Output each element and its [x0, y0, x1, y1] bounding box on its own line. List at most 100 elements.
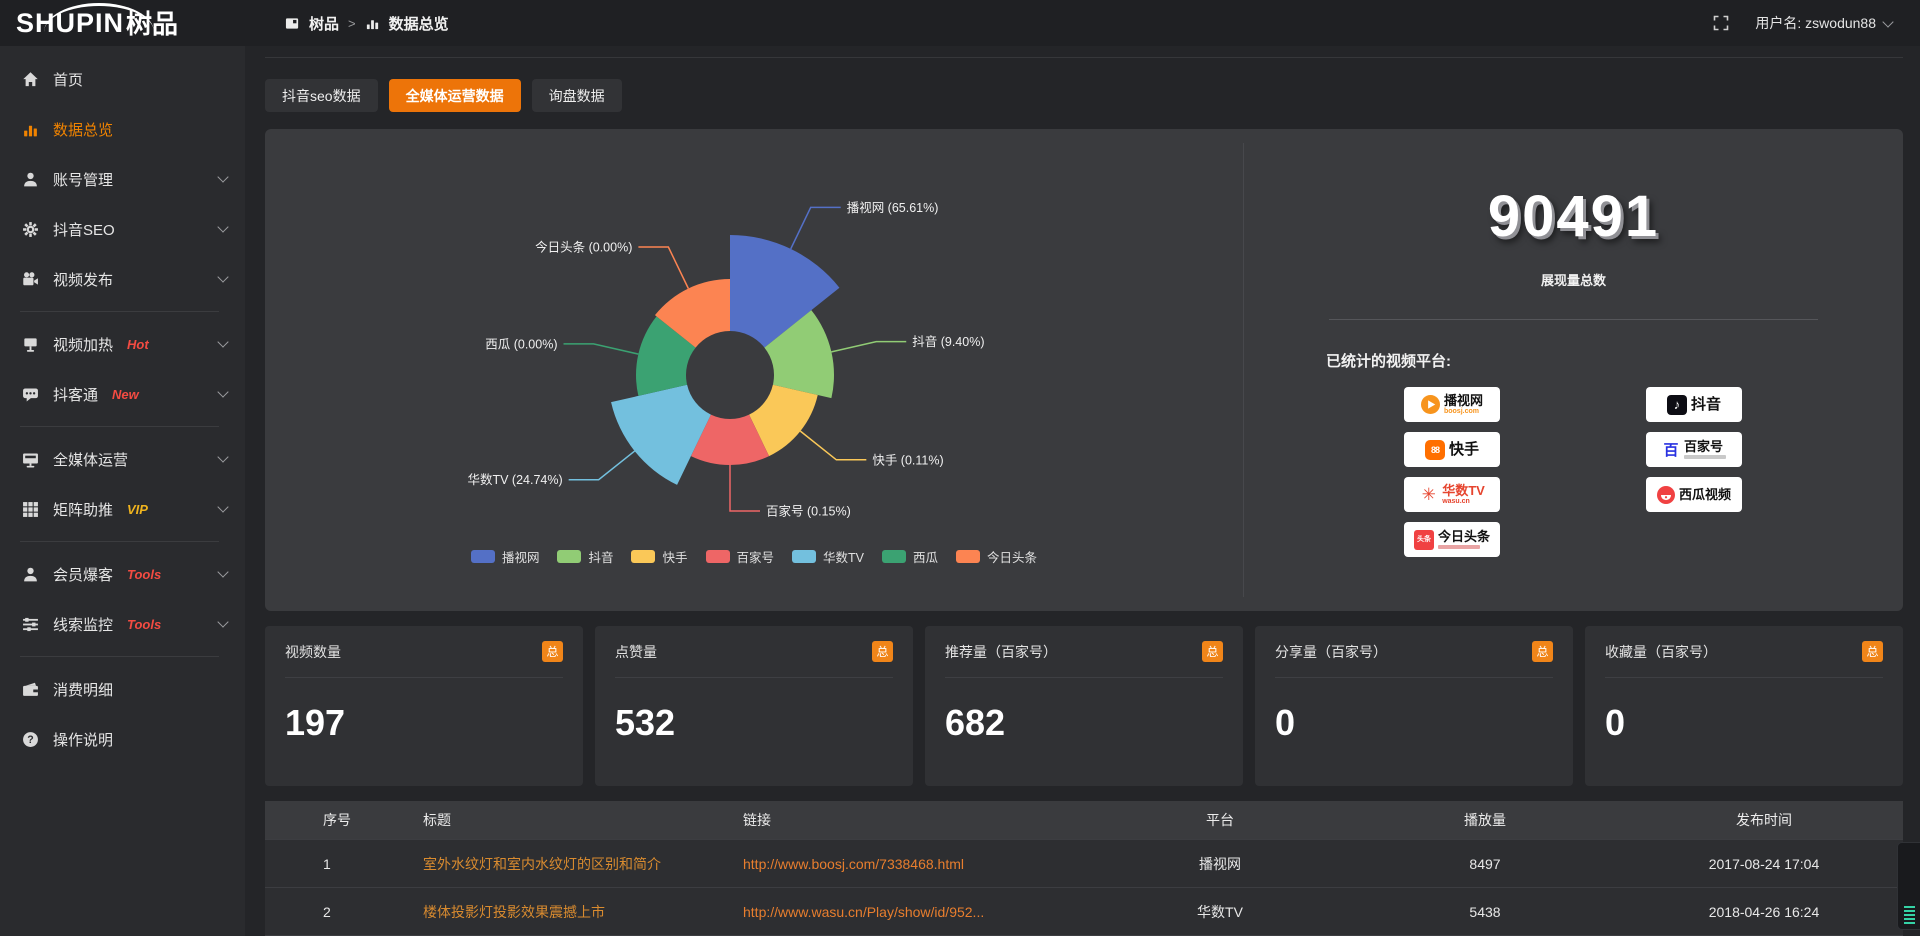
- kuaishou-logo-icon: 88: [1424, 439, 1445, 460]
- sidebar-item-data-overview[interactable]: 数据总览: [0, 104, 245, 154]
- sidebar-item-douketong[interactable]: 抖客通 New: [0, 369, 245, 419]
- pie-slice-快手[interactable]: [749, 384, 818, 457]
- pie-slice-西瓜[interactable]: [636, 316, 696, 396]
- sidebar-item-label: 抖客通: [53, 386, 99, 404]
- platform-name: 今日头条: [1437, 528, 1490, 544]
- cell-plays: 8497: [1469, 855, 1501, 872]
- pie-label-line: [831, 340, 907, 353]
- pie-slice-抖音[interactable]: [764, 310, 835, 399]
- chevron-down-icon: [217, 271, 229, 283]
- sidebar-item-clue-monitor[interactable]: 线索监控 Tools: [0, 599, 245, 649]
- legend-label: 华数TV: [823, 551, 864, 565]
- pie-label-line: [729, 465, 760, 512]
- legend-item[interactable]: 抖音: [557, 547, 613, 566]
- chevron-down-icon: [217, 501, 229, 513]
- fullscreen-icon[interactable]: [1713, 15, 1729, 31]
- tab-omnimedia-data[interactable]: 全媒体运营数据: [388, 79, 521, 112]
- chevron-down-icon: [217, 616, 229, 628]
- col-header-platform: 平台: [1206, 812, 1234, 828]
- floating-widget[interactable]: [1897, 842, 1920, 930]
- sidebar-item-label: 数据总览: [53, 121, 114, 139]
- sidebar-divider: [20, 541, 219, 542]
- legend-swatch: [557, 550, 582, 563]
- sidebar-item-label: 会员爆客: [53, 566, 114, 584]
- legend-item[interactable]: 快手: [631, 547, 688, 566]
- pie-label: 快手 (0.11%): [872, 453, 943, 467]
- cell-link[interactable]: http://www.wasu.cn/Play/show/id/952...: [743, 903, 985, 920]
- stat-card-value: 682: [945, 702, 1006, 743]
- boosj-logo-icon: [1420, 395, 1440, 414]
- cell-title[interactable]: 楼体投影灯投影效果震撼上市: [423, 903, 605, 920]
- user-menu[interactable]: 用户名: zswodun88: [1755, 13, 1894, 33]
- tab-douyin-seo-data[interactable]: 抖音seo数据: [265, 79, 378, 112]
- pie-slice-百家号[interactable]: [690, 414, 770, 465]
- sidebar-item-douyin-seo[interactable]: 抖音SEO: [0, 204, 245, 254]
- platform-badge-xigua: 西瓜视频: [1646, 477, 1742, 512]
- legend-item[interactable]: 西瓜: [882, 547, 938, 566]
- col-header-title: 标题: [423, 812, 451, 828]
- video-camera-icon: [22, 271, 39, 288]
- platform-name: 西瓜视频: [1678, 486, 1731, 502]
- col-header-link: 链接: [743, 812, 771, 828]
- sidebar-item-member-leads[interactable]: 会员爆客 Tools: [0, 549, 245, 599]
- total-badge: 总: [542, 641, 563, 662]
- monitor-icon: [22, 451, 39, 468]
- pie-chart-svg: 播视网 (65.61%) 抖音 (9.40%) 快手 (0.11%) 百家号 (0.1…: [467, 200, 984, 519]
- legend-swatch: [705, 550, 730, 563]
- stat-card-video-count: 视频数量 总 197: [265, 626, 583, 786]
- breadcrumb-root[interactable]: 树品: [309, 15, 340, 33]
- bar-chart-icon: [22, 121, 39, 138]
- hot-badge: Hot: [127, 336, 149, 352]
- legend-label: 百家号: [736, 551, 775, 565]
- platform-sub-bar: [1437, 545, 1480, 550]
- sidebar-divider: [20, 656, 219, 657]
- grid-icon: [22, 501, 39, 518]
- legend-item[interactable]: 百家号: [705, 547, 775, 566]
- legend-item[interactable]: 播视网: [470, 547, 539, 566]
- wasu-logo-icon: ✳: [1421, 484, 1436, 504]
- sidebar-item-matrix-boost[interactable]: 矩阵助推 VIP: [0, 484, 245, 534]
- legend-swatch: [631, 550, 656, 563]
- sidebar-item-label: 视频发布: [53, 271, 114, 289]
- legend-label: 今日头条: [987, 551, 1038, 565]
- vip-badge: VIP: [127, 501, 148, 517]
- platform-name: 华数TV: [1442, 482, 1485, 498]
- tab-inquiry-data[interactable]: 询盘数据: [531, 79, 622, 112]
- platform-badges: 播视网 boosj.com ♪ 抖音 88 快手 百 百家号: [1404, 387, 1903, 557]
- sidebar-item-video-publish[interactable]: 视频发布: [0, 254, 245, 304]
- sidebar-item-spend-detail[interactable]: 消费明细: [0, 664, 245, 714]
- platform-badge-baijiahao: 百 百家号: [1646, 432, 1742, 467]
- legend-item[interactable]: 今日头条: [956, 547, 1037, 566]
- breadcrumb-separator: >: [348, 15, 356, 31]
- cell-title[interactable]: 室外水纹灯和室内水纹灯的区别和简介: [423, 855, 661, 872]
- platform-name: 播视网: [1443, 392, 1483, 408]
- legend-item[interactable]: 华数TV: [792, 547, 864, 566]
- sidebar-item-omnimedia-ops[interactable]: 全媒体运营: [0, 434, 245, 484]
- chevron-down-icon: [217, 566, 229, 578]
- sidebar-item-account-mgmt[interactable]: 账号管理: [0, 154, 245, 204]
- col-header-plays: 播放量: [1464, 812, 1506, 828]
- sidebar-item-video-heating[interactable]: 视频加热 Hot: [0, 319, 245, 369]
- overview-panel: 播视网 (65.61%) 抖音 (9.40%) 快手 (0.11%) 百家号 (0.1…: [265, 129, 1903, 611]
- cell-link[interactable]: http://www.boosj.com/7338468.html: [743, 855, 965, 872]
- legend-swatch: [792, 550, 817, 563]
- pie-slice-播视网[interactable]: [730, 235, 840, 348]
- header-divider: [265, 57, 1903, 58]
- cell-no: 2: [323, 903, 331, 920]
- pie-label-line: [638, 246, 690, 289]
- sidebar-item-help[interactable]: ? 操作说明: [0, 714, 245, 764]
- table-row: 2 楼体投影灯投影效果震撼上市 http://www.wasu.cn/Play/…: [265, 887, 1903, 935]
- sidebar-item-label: 全媒体运营: [53, 451, 129, 469]
- pie-slice-今日头条[interactable]: [654, 279, 730, 348]
- sidebar-item-home[interactable]: 首页: [0, 54, 245, 104]
- platform-badge-boosj: 播视网 boosj.com: [1404, 387, 1500, 422]
- breadcrumb-current[interactable]: 数据总览: [388, 15, 449, 33]
- total-badge: 总: [872, 641, 893, 662]
- pie-slice-华数TV[interactable]: [611, 384, 711, 485]
- chevron-down-icon: [1882, 16, 1894, 28]
- screen-icon: [22, 336, 39, 353]
- user-name-label: 用户名: zswodun88: [1755, 15, 1876, 31]
- col-header-time: 发布时间: [1736, 812, 1792, 828]
- sidebar-item-label: 矩阵助推: [53, 501, 114, 519]
